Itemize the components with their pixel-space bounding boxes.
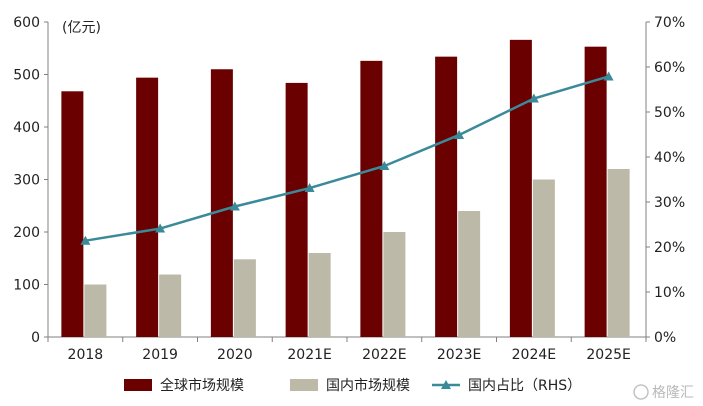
x-tick-label: 2019 xyxy=(142,347,178,363)
right-tick-label: 10% xyxy=(654,285,685,301)
line-point-marker xyxy=(229,201,240,211)
legend-swatch-marker xyxy=(441,380,451,389)
bar-global-market xyxy=(584,46,607,338)
right-tick-label: 30% xyxy=(654,195,685,211)
left-tick-label: 400 xyxy=(13,120,40,136)
bar-global-market xyxy=(285,82,308,338)
x-axis: 2018 2019 2020 2021E 2022E 2023E 2024E 2025E xyxy=(47,336,647,363)
bar-domestic-market xyxy=(383,232,406,337)
line-point-marker xyxy=(454,129,465,139)
right-tick-label: 50% xyxy=(654,105,685,121)
bar-domestic-market xyxy=(607,169,630,337)
bar-domestic-market xyxy=(308,253,331,337)
line-point-marker xyxy=(528,93,539,103)
line-series xyxy=(80,71,614,245)
right-tick-label: 20% xyxy=(654,240,685,256)
left-axis: 0 100 200 300 400 500 600 xyxy=(13,15,49,346)
right-tick-label: 0% xyxy=(654,330,676,346)
x-tick-label: 2022E xyxy=(362,347,406,363)
legend-label: 国内占比（RHS） xyxy=(468,378,581,394)
watermark: 格隆汇 xyxy=(633,384,694,401)
line-point-marker xyxy=(603,71,614,81)
bar-domestic-market xyxy=(159,274,182,337)
legend-label: 国内市场规模 xyxy=(326,377,410,394)
watermark-logo-icon xyxy=(633,384,649,400)
line-point-marker xyxy=(155,223,166,233)
line-point-marker xyxy=(304,183,315,193)
left-tick-label: 200 xyxy=(13,225,40,241)
bar-global-market xyxy=(435,56,458,338)
legend-label: 全球市场规模 xyxy=(160,377,244,394)
x-tick-label: 2020 xyxy=(217,347,253,363)
right-tick-label: 40% xyxy=(654,150,685,166)
right-tick-label: 60% xyxy=(654,60,685,76)
bar-global-market xyxy=(360,60,383,337)
left-tick-label: 300 xyxy=(13,173,40,189)
legend-swatch xyxy=(124,379,152,391)
bar-global-market xyxy=(509,39,532,337)
x-tick-label: 2023E xyxy=(437,347,481,363)
bar-domestic-market xyxy=(458,211,481,337)
legend: 全球市场规模 国内市场规模 国内占比（RHS） xyxy=(124,377,581,394)
left-tick-label: 500 xyxy=(13,68,40,84)
x-tick-label: 2021E xyxy=(287,347,331,363)
line-domestic-share xyxy=(85,75,609,242)
bars xyxy=(61,39,630,338)
left-tick-label: 100 xyxy=(13,278,40,294)
bar-domestic-market xyxy=(233,259,256,337)
bar-domestic-market xyxy=(532,179,555,337)
right-axis: 0% 10% 20% 30% 40% 50% 60% 70% xyxy=(645,15,685,346)
line-point-marker xyxy=(379,161,390,170)
bar-global-market xyxy=(210,69,233,337)
x-tick-label: 2025E xyxy=(586,347,630,363)
bar-domestic-market xyxy=(84,284,107,337)
bar-global-market xyxy=(136,77,159,338)
x-tick-label: 2018 xyxy=(68,347,104,363)
right-tick-label: 70% xyxy=(654,15,685,31)
legend-swatch xyxy=(290,379,318,391)
line-point-marker xyxy=(80,235,91,245)
left-tick-label: 600 xyxy=(13,15,40,31)
unit-label: (亿元) xyxy=(62,20,101,36)
x-tick-label: 2024E xyxy=(512,347,556,363)
left-tick-label: 0 xyxy=(31,330,40,346)
watermark-text: 格隆汇 xyxy=(652,385,694,401)
bar-global-market xyxy=(61,91,84,337)
